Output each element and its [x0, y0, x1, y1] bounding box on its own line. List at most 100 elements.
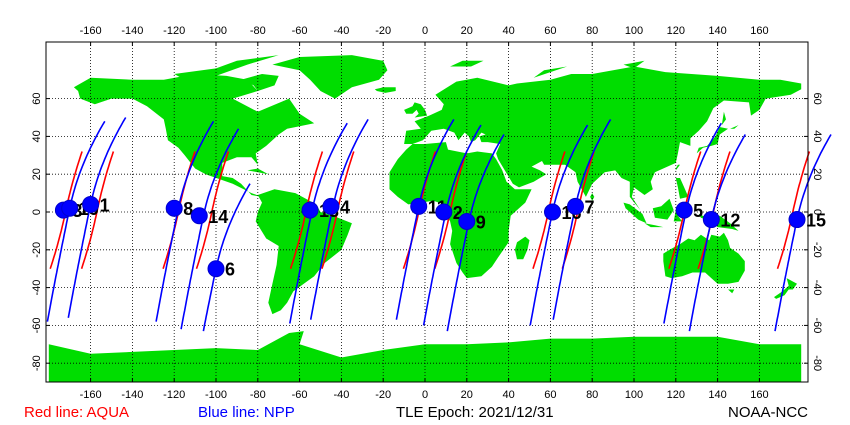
npp-track — [180, 128, 240, 330]
lat-tick-right: -40 — [811, 280, 823, 296]
npp-track — [395, 118, 455, 320]
lon-tick-bottom: -20 — [375, 389, 391, 401]
lon-tick-top: 20 — [461, 25, 473, 37]
severnaya-land — [623, 60, 645, 69]
lat-tick-left: -60 — [31, 317, 43, 333]
sumatra-land — [623, 202, 647, 224]
lon-tick-top: 100 — [625, 25, 643, 37]
lon-tick-top: 40 — [502, 25, 514, 37]
lon-tick-bottom: 140 — [708, 389, 726, 401]
pass-marker — [435, 203, 453, 221]
lat-tick-right: 60 — [811, 92, 823, 104]
taiwan-land — [675, 164, 680, 171]
lon-tick-bottom: 100 — [625, 389, 643, 401]
pass-label: 7 — [584, 197, 594, 217]
pass-marker — [82, 195, 100, 213]
lat-tick-left: 0 — [31, 209, 43, 215]
borneo-land — [652, 198, 674, 220]
pass-label: 8 — [183, 199, 193, 219]
pass-marker — [702, 211, 720, 229]
lat-tick-right: 40 — [811, 130, 823, 142]
pass-label: 9 — [476, 212, 486, 232]
lon-tick-top: 80 — [586, 25, 598, 37]
lat-tick-left: -20 — [31, 242, 43, 258]
philippines-land — [675, 178, 689, 199]
pass-marker — [566, 197, 584, 215]
npp-track — [552, 118, 612, 320]
lat-tick-left: 60 — [31, 92, 43, 104]
hokkaido-kuril-land — [730, 125, 739, 129]
lon-tick-bottom: 160 — [750, 389, 768, 401]
lon-tick-top: -140 — [121, 25, 143, 37]
npp-track — [309, 118, 369, 320]
lon-tick-top: -40 — [333, 25, 349, 37]
axis-ticks: -160 -160 -140 -140 -120 -120 -100 -100 -80 -80 -6… — [31, 25, 823, 401]
lon-tick-top: -60 — [292, 25, 308, 37]
lat-tick-left: -80 — [31, 355, 43, 371]
lon-tick-bottom: -100 — [205, 389, 227, 401]
lon-tick-top: -20 — [375, 25, 391, 37]
lon-tick-bottom: 120 — [667, 389, 685, 401]
lat-tick-right: 20 — [811, 168, 823, 180]
pass-label: 6 — [225, 260, 235, 280]
lat-tick-right: -80 — [811, 355, 823, 371]
eurasia-land — [404, 66, 802, 211]
lon-tick-top: -120 — [163, 25, 185, 37]
lon-tick-bottom: 40 — [502, 389, 514, 401]
npp-legend-label: Blue line: NPP — [198, 404, 295, 421]
lon-tick-bottom: -60 — [292, 389, 308, 401]
lon-tick-top: 0 — [422, 25, 428, 37]
lon-tick-bottom: -40 — [333, 389, 349, 401]
lon-tick-bottom: 20 — [461, 389, 473, 401]
lat-tick-left: -40 — [31, 280, 43, 296]
npp-track — [663, 122, 722, 324]
pass-label: 12 — [720, 211, 740, 231]
sri-lanka-land — [590, 193, 595, 201]
greenland-land — [272, 55, 388, 99]
new-zealand-land — [774, 278, 797, 299]
npp-track — [688, 134, 746, 332]
antarctica-land — [48, 331, 802, 383]
lon-tick-top: 120 — [667, 25, 685, 37]
pass-marker — [410, 197, 428, 215]
lon-tick-bottom: -80 — [250, 389, 266, 401]
tasmania-land — [728, 289, 735, 294]
pass-label: 4 — [340, 197, 350, 217]
uk-ireland-land — [404, 102, 428, 118]
iceland-land — [374, 87, 396, 93]
lon-tick-bottom: -140 — [121, 389, 143, 401]
pass-marker — [61, 199, 79, 217]
lon-tick-bottom: 0 — [422, 389, 428, 401]
npp-track — [289, 122, 348, 324]
baffin-land — [241, 74, 279, 91]
npp-track — [422, 124, 482, 326]
lat-tick-left: 20 — [31, 168, 43, 180]
landmasses — [48, 55, 802, 383]
pass-label: 5 — [693, 201, 703, 221]
lat-tick-left: 40 — [31, 130, 43, 142]
pass-marker — [165, 199, 183, 217]
aqua-legend-label: Red line: AQUA — [24, 404, 130, 421]
pass-marker — [207, 260, 225, 278]
lon-tick-bottom: -160 — [80, 389, 102, 401]
npp-track — [529, 124, 589, 326]
north-america-land — [73, 74, 315, 197]
lon-tick-top: 160 — [750, 25, 768, 37]
npp-track — [202, 183, 251, 332]
aqua-track — [80, 151, 115, 269]
aqua-track — [776, 151, 811, 269]
pass-marker — [675, 201, 693, 219]
lon-tick-top: -160 — [80, 25, 102, 37]
lat-tick-right: 0 — [811, 209, 823, 215]
npp-track — [155, 120, 215, 322]
arctic-islands-land — [174, 55, 279, 80]
pass-label: 2 — [453, 203, 463, 223]
lon-tick-top: -80 — [250, 25, 266, 37]
pass-marker — [301, 201, 319, 219]
lon-tick-bottom: 60 — [544, 389, 556, 401]
africa-land — [389, 142, 532, 279]
pass-label: 1 — [100, 195, 110, 215]
npp-track — [46, 120, 106, 322]
pass-markers: 31018146134112916751215 — [54, 195, 826, 280]
